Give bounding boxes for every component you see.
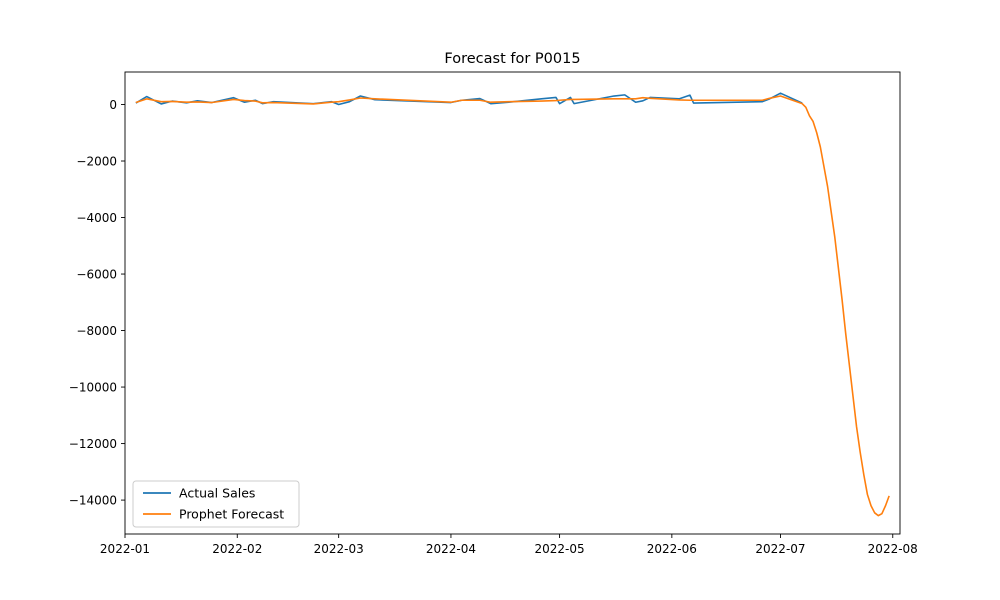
- legend-label: Prophet Forecast: [179, 507, 284, 522]
- y-tick-label: −4000: [76, 211, 117, 225]
- chart-title: Forecast for P0015: [444, 51, 580, 67]
- y-tick-label: −2000: [76, 155, 117, 169]
- legend: Actual Sales Prophet Forecast: [132, 480, 300, 528]
- x-tick-label: 2022-06: [647, 542, 697, 556]
- y-tick-label: 0: [109, 98, 117, 112]
- x-tick-label: 2022-01: [100, 542, 150, 556]
- x-tick-label: 2022-04: [426, 542, 476, 556]
- y-tick-label: −6000: [76, 268, 117, 282]
- y-tick-label: −14000: [69, 494, 117, 508]
- series-line-actual-sales: [135, 92, 803, 106]
- x-tick-label: 2022-07: [755, 542, 805, 556]
- y-tick-label: −12000: [69, 437, 117, 451]
- y-tick-label: −8000: [76, 324, 117, 338]
- legend-box: [132, 480, 300, 528]
- plot-frame: [124, 71, 901, 535]
- series-line-prophet-forecast: [135, 95, 890, 517]
- x-tick-label: 2022-05: [535, 542, 585, 556]
- y-tick-label: −10000: [69, 381, 117, 395]
- x-tick-label: 2022-03: [314, 542, 364, 556]
- plot-area: 2022-01 2022-02 2022-03 2022-04 2022-05 2022-…: [69, 71, 918, 556]
- x-tick-label: 2022-02: [212, 542, 262, 556]
- x-tick-label: 2022-08: [868, 542, 918, 556]
- legend-label: Actual Sales: [179, 486, 255, 501]
